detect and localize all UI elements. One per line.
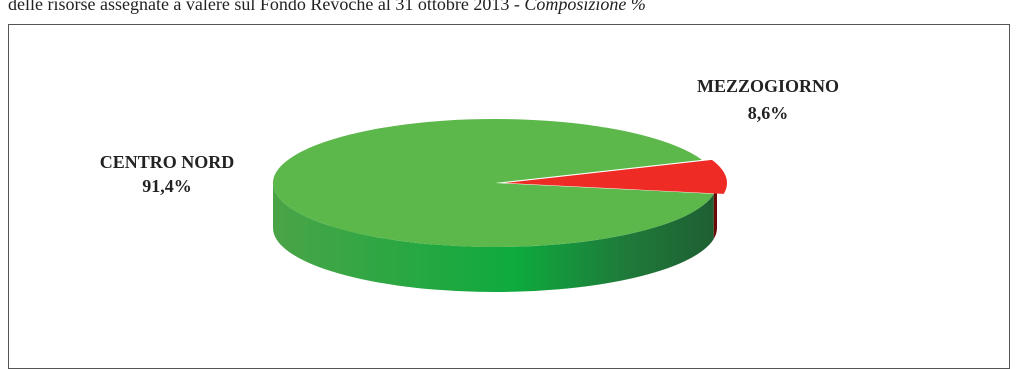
slice-label-mezzogiorno: MEZZOGIORNO <box>697 76 839 96</box>
slice-side-mezzogiorno <box>713 183 717 239</box>
chart-caption: delle risorse assegnate a valere sul Fon… <box>8 0 1018 16</box>
caption-italic: Composizione % <box>524 0 646 14</box>
slice-value-centro-nord: 91,4% <box>142 176 192 196</box>
slice-mezzogiorno <box>505 159 727 194</box>
slice-value-mezzogiorno: 8,6% <box>748 103 789 123</box>
slice-centro-nord <box>272 119 714 248</box>
slice-label-centro-nord: CENTRO NORD <box>100 152 235 172</box>
caption-text: delle risorse assegnate a valere sul Fon… <box>8 0 525 14</box>
slice-side-centro-nord <box>273 183 714 292</box>
